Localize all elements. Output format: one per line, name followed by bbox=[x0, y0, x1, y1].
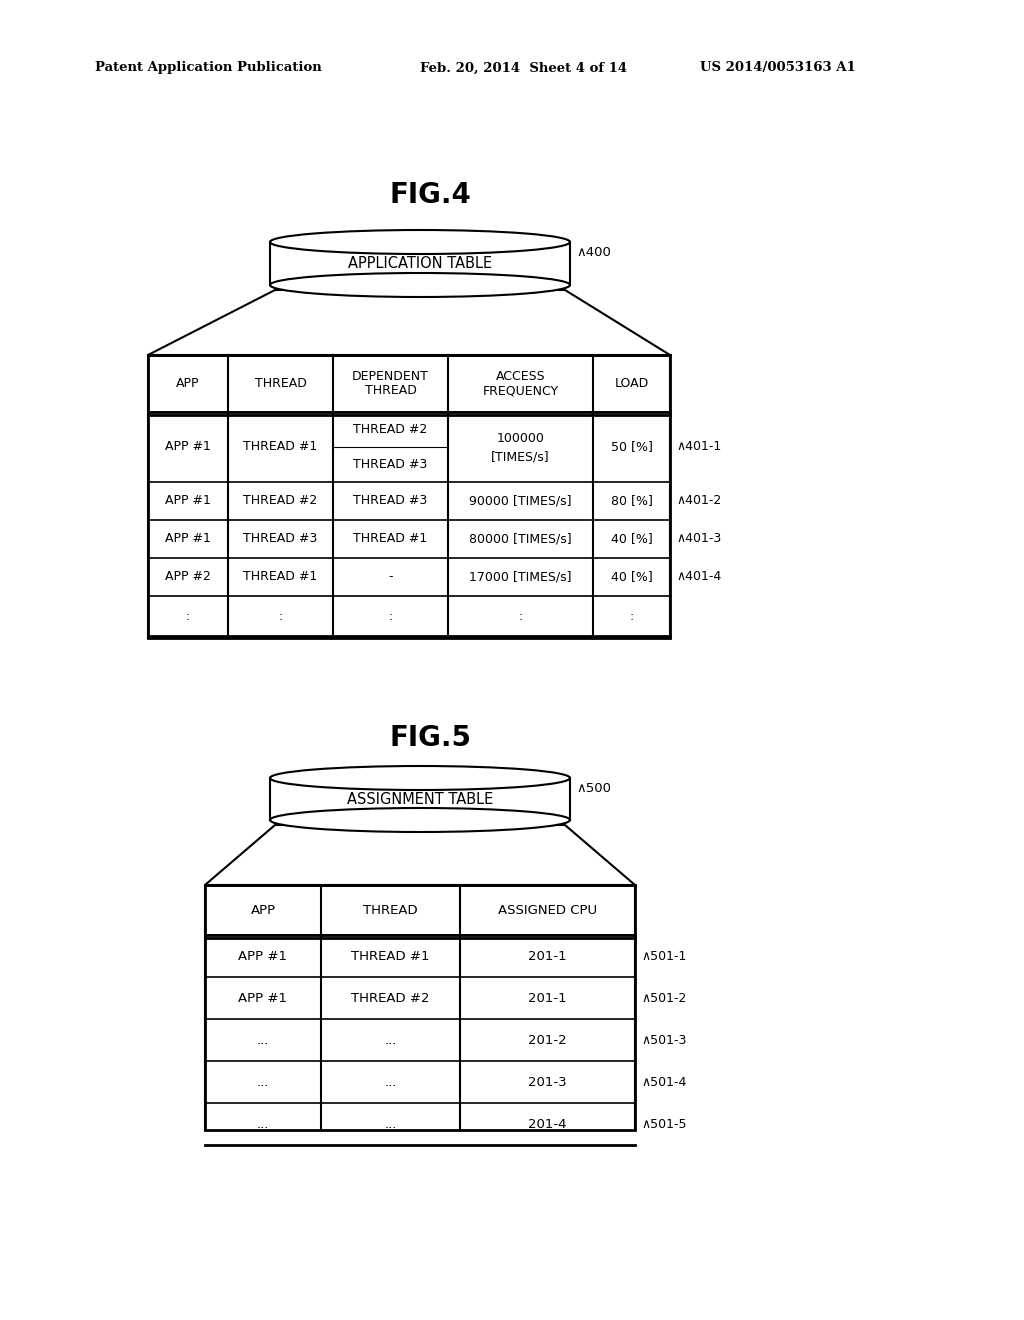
Text: ACCESS
FREQUENCY: ACCESS FREQUENCY bbox=[482, 370, 558, 397]
Text: THREAD #2: THREAD #2 bbox=[353, 422, 428, 436]
Text: 50 [%]: 50 [%] bbox=[610, 441, 652, 454]
Text: -: - bbox=[388, 570, 393, 583]
Text: ...: ... bbox=[384, 1076, 396, 1089]
Text: 201-3: 201-3 bbox=[528, 1076, 567, 1089]
Ellipse shape bbox=[270, 230, 570, 253]
Text: ∧501-1: ∧501-1 bbox=[641, 949, 686, 962]
Text: Patent Application Publication: Patent Application Publication bbox=[95, 62, 322, 74]
Text: Feb. 20, 2014  Sheet 4 of 14: Feb. 20, 2014 Sheet 4 of 14 bbox=[420, 62, 627, 74]
Text: APP #2: APP #2 bbox=[165, 570, 211, 583]
Text: ∧401-4: ∧401-4 bbox=[676, 570, 721, 583]
Text: 201-1: 201-1 bbox=[528, 949, 567, 962]
Text: THREAD: THREAD bbox=[364, 903, 418, 916]
Ellipse shape bbox=[270, 766, 570, 789]
Text: THREAD #3: THREAD #3 bbox=[353, 458, 428, 471]
Bar bbox=[270, 242, 570, 285]
Text: THREAD #1: THREAD #1 bbox=[353, 532, 428, 545]
Text: ∧401-2: ∧401-2 bbox=[676, 495, 721, 507]
Text: 201-2: 201-2 bbox=[528, 1034, 567, 1047]
Text: 201-4: 201-4 bbox=[528, 1118, 566, 1130]
Bar bbox=[205, 884, 635, 1130]
Text: ∧401-3: ∧401-3 bbox=[676, 532, 721, 545]
Text: US 2014/0053163 A1: US 2014/0053163 A1 bbox=[700, 62, 856, 74]
Text: 40 [%]: 40 [%] bbox=[610, 570, 652, 583]
Text: APPLICATION TABLE: APPLICATION TABLE bbox=[348, 256, 493, 271]
Text: THREAD #3: THREAD #3 bbox=[244, 532, 317, 545]
Text: 40 [%]: 40 [%] bbox=[610, 532, 652, 545]
Text: APP: APP bbox=[176, 378, 200, 389]
Text: APP: APP bbox=[251, 903, 275, 916]
Text: :: : bbox=[630, 610, 634, 623]
Text: ∧500: ∧500 bbox=[575, 781, 611, 795]
Text: ...: ... bbox=[257, 1118, 269, 1130]
Text: 90000 [TIMES/s]: 90000 [TIMES/s] bbox=[469, 495, 571, 507]
Text: ∧501-2: ∧501-2 bbox=[641, 991, 686, 1005]
Polygon shape bbox=[148, 290, 670, 355]
Text: :: : bbox=[388, 610, 392, 623]
Text: ASSIGNMENT TABLE: ASSIGNMENT TABLE bbox=[347, 792, 494, 807]
Text: 17000 [TIMES/s]: 17000 [TIMES/s] bbox=[469, 570, 571, 583]
Text: ∧401-1: ∧401-1 bbox=[676, 441, 721, 454]
Text: ∧501-3: ∧501-3 bbox=[641, 1034, 686, 1047]
Text: [TIMES/s]: [TIMES/s] bbox=[492, 450, 550, 463]
Text: APP #1: APP #1 bbox=[165, 532, 211, 545]
Text: FIG.4: FIG.4 bbox=[389, 181, 471, 209]
Text: 80 [%]: 80 [%] bbox=[610, 495, 652, 507]
Text: :: : bbox=[186, 610, 190, 623]
Bar bbox=[148, 355, 670, 638]
Text: :: : bbox=[279, 610, 283, 623]
Text: THREAD #1: THREAD #1 bbox=[351, 949, 430, 962]
Text: LOAD: LOAD bbox=[614, 378, 648, 389]
Text: :: : bbox=[518, 610, 522, 623]
Text: ...: ... bbox=[257, 1034, 269, 1047]
Text: ...: ... bbox=[384, 1034, 396, 1047]
Text: THREAD #2: THREAD #2 bbox=[244, 495, 317, 507]
Text: 100000: 100000 bbox=[497, 433, 545, 446]
Text: THREAD: THREAD bbox=[255, 378, 306, 389]
Text: 201-1: 201-1 bbox=[528, 991, 567, 1005]
Text: THREAD #1: THREAD #1 bbox=[244, 570, 317, 583]
Ellipse shape bbox=[270, 808, 570, 832]
Text: THREAD #3: THREAD #3 bbox=[353, 495, 428, 507]
Text: THREAD #1: THREAD #1 bbox=[244, 441, 317, 454]
Text: ...: ... bbox=[384, 1118, 396, 1130]
Text: APP #1: APP #1 bbox=[165, 495, 211, 507]
Polygon shape bbox=[205, 825, 635, 884]
Bar bbox=[270, 777, 570, 820]
Text: ...: ... bbox=[257, 1076, 269, 1089]
Text: ∧400: ∧400 bbox=[575, 246, 611, 259]
Text: APP #1: APP #1 bbox=[239, 991, 288, 1005]
Text: ASSIGNED CPU: ASSIGNED CPU bbox=[498, 903, 597, 916]
Text: FIG.5: FIG.5 bbox=[389, 723, 471, 752]
Text: THREAD #2: THREAD #2 bbox=[351, 991, 430, 1005]
Text: ∧501-5: ∧501-5 bbox=[641, 1118, 686, 1130]
Text: ∧501-4: ∧501-4 bbox=[641, 1076, 686, 1089]
Text: APP #1: APP #1 bbox=[165, 441, 211, 454]
Text: APP #1: APP #1 bbox=[239, 949, 288, 962]
Ellipse shape bbox=[270, 273, 570, 297]
Text: DEPENDENT
THREAD: DEPENDENT THREAD bbox=[352, 370, 429, 397]
Text: 80000 [TIMES/s]: 80000 [TIMES/s] bbox=[469, 532, 571, 545]
